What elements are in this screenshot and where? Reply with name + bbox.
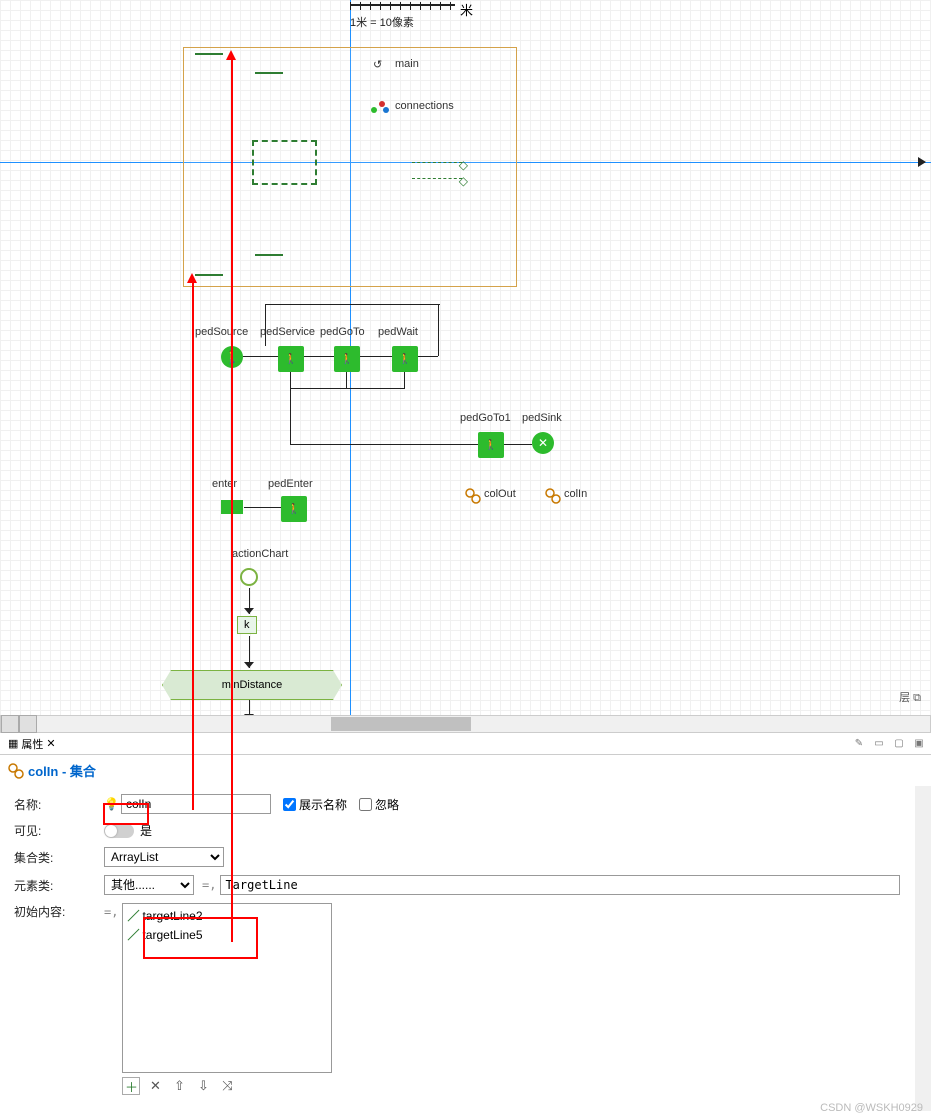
target-line[interactable] xyxy=(195,53,223,55)
ruler-label: 1米 = 10像素 xyxy=(350,14,414,30)
close-icon[interactable]: ▣ xyxy=(911,736,927,752)
flow-edge xyxy=(290,444,478,445)
visible-label: 可见: xyxy=(14,822,104,839)
canvas-area[interactable]: 1米 = 10像素 米 ◇ ◇ ↺ main connections pedSo… xyxy=(0,0,931,715)
bulb-icon: 💡 xyxy=(104,797,119,811)
elemclass-select[interactable]: 其他...... xyxy=(104,875,194,895)
target-line[interactable] xyxy=(255,254,283,256)
collection-icon xyxy=(465,488,481,507)
list-item[interactable]: ／targetLine5 xyxy=(125,925,329,944)
nav-main[interactable]: main xyxy=(395,58,419,70)
col-out-label[interactable]: colOut xyxy=(484,488,516,500)
scrollbar-thumb[interactable] xyxy=(331,717,471,731)
collclass-select[interactable]: ArrayList xyxy=(104,847,224,867)
eq-icon: =, xyxy=(104,905,118,919)
connections-icon xyxy=(370,100,390,117)
pedgoto1-block[interactable]: 🚶 xyxy=(478,432,504,458)
flow-edge xyxy=(244,507,281,508)
flow-edge xyxy=(290,388,405,389)
col-in-label[interactable]: colIn xyxy=(564,488,587,500)
flow-edge xyxy=(360,356,392,357)
flow-edge xyxy=(290,388,291,444)
max-icon[interactable]: ▢ xyxy=(891,736,907,752)
dotted-path: ◇ xyxy=(412,178,462,179)
flow-edge xyxy=(504,444,532,445)
flow-edge xyxy=(438,304,439,356)
dotted-path: ◇ xyxy=(412,162,462,163)
x-axis-arrow xyxy=(918,157,926,167)
flow-edge xyxy=(243,356,278,357)
flow-edge xyxy=(290,372,291,388)
add-button[interactable]: ＋ xyxy=(122,1077,140,1095)
props-tab[interactable]: ▦ 属性 ✕ xyxy=(4,734,60,754)
ped-label: pedGoTo1 xyxy=(460,412,511,424)
ped-label: pedService xyxy=(260,326,315,338)
flow-edge xyxy=(418,356,438,357)
list-item[interactable]: ／targetLine2 xyxy=(125,906,329,925)
actionchart-label[interactable]: actionChart xyxy=(232,548,288,560)
ignore-checkbox[interactable]: 忽略 xyxy=(359,796,399,813)
unit-char: 米 xyxy=(460,0,473,19)
main-icon: ↺ xyxy=(373,58,382,71)
target-line[interactable] xyxy=(255,72,283,74)
target-line[interactable] xyxy=(195,274,223,276)
arrow-down-icon xyxy=(244,608,254,614)
ped-label: pedSource xyxy=(195,326,248,338)
flow-edge xyxy=(304,356,334,357)
collection-icon xyxy=(8,763,24,779)
red-arrow-head xyxy=(187,273,197,283)
edit-icon[interactable]: ✎ xyxy=(851,736,867,752)
flow-edge xyxy=(346,372,347,388)
watermark: CSDN @WSKH0929 xyxy=(820,1102,923,1114)
init-label: 初始内容: xyxy=(14,903,104,920)
visible-toggle[interactable] xyxy=(104,824,134,838)
ped-label: enter xyxy=(212,478,237,490)
pedsink-block[interactable]: ✕ xyxy=(532,432,554,454)
pedwait-block[interactable]: 🚶 xyxy=(392,346,418,372)
ped-label: pedGoTo xyxy=(320,326,365,338)
red-arrow-head xyxy=(226,50,236,60)
red-arrow-1 xyxy=(231,55,233,942)
flow-edge xyxy=(265,304,266,346)
pedservice-block[interactable]: 🚶 xyxy=(278,346,304,372)
min-icon[interactable]: ▭ xyxy=(871,736,887,752)
name-input[interactable] xyxy=(121,794,271,814)
init-listbox[interactable]: ／targetLine2 ／targetLine5 xyxy=(122,903,332,1073)
flow-edge xyxy=(404,372,405,388)
scale-ruler: 1米 = 10像素 xyxy=(350,4,455,29)
h-scrollbar[interactable] xyxy=(0,715,931,733)
v-scrollbar[interactable] xyxy=(915,786,931,1111)
state-k[interactable]: k xyxy=(237,616,257,634)
ped-label: pedEnter xyxy=(268,478,313,490)
visible-value: 是 xyxy=(140,822,152,839)
ped-label: pedSink xyxy=(522,412,562,424)
red-arrow-2 xyxy=(192,278,194,810)
name-label: 名称: xyxy=(14,796,104,813)
pedgoto-block[interactable]: 🚶 xyxy=(334,346,360,372)
collection-icon xyxy=(545,488,561,507)
props-body: 名称: 💡 展示名称 忽略 可见: 是 集合类: ArrayList 元素类: … xyxy=(0,786,931,1111)
ped-label: pedWait xyxy=(378,326,418,338)
dashed-area[interactable] xyxy=(252,140,317,185)
flow-edge xyxy=(265,304,440,305)
layer-label[interactable]: 层 ⧉ xyxy=(899,689,921,705)
list-toolbar: ＋ ✕ ⇧ ⇩ ⤨ xyxy=(122,1077,332,1095)
arrow-down-icon xyxy=(244,662,254,668)
down-button[interactable]: ⇩ xyxy=(194,1077,212,1095)
state-mindistance[interactable]: minDistance xyxy=(162,670,342,700)
up-button[interactable]: ⇧ xyxy=(170,1077,188,1095)
props-tabbar: ▦ 属性 ✕ ✎ ▭ ▢ ▣ xyxy=(0,733,931,755)
statechart-start[interactable] xyxy=(240,568,258,586)
collclass-label: 集合类: xyxy=(14,849,104,866)
sort-button[interactable]: ⤨ xyxy=(218,1077,236,1095)
nav-connections[interactable]: connections xyxy=(395,100,454,112)
show-name-checkbox[interactable]: 展示名称 xyxy=(283,796,347,813)
remove-button[interactable]: ✕ xyxy=(146,1077,164,1095)
eq-icon: =, xyxy=(202,878,216,892)
flow-edge xyxy=(249,700,250,715)
pedenter-block[interactable]: 🚶 xyxy=(281,496,307,522)
elemclass-code[interactable] xyxy=(220,875,900,895)
elemclass-label: 元素类: xyxy=(14,877,104,894)
props-title: colIn - 集合 xyxy=(0,755,931,786)
